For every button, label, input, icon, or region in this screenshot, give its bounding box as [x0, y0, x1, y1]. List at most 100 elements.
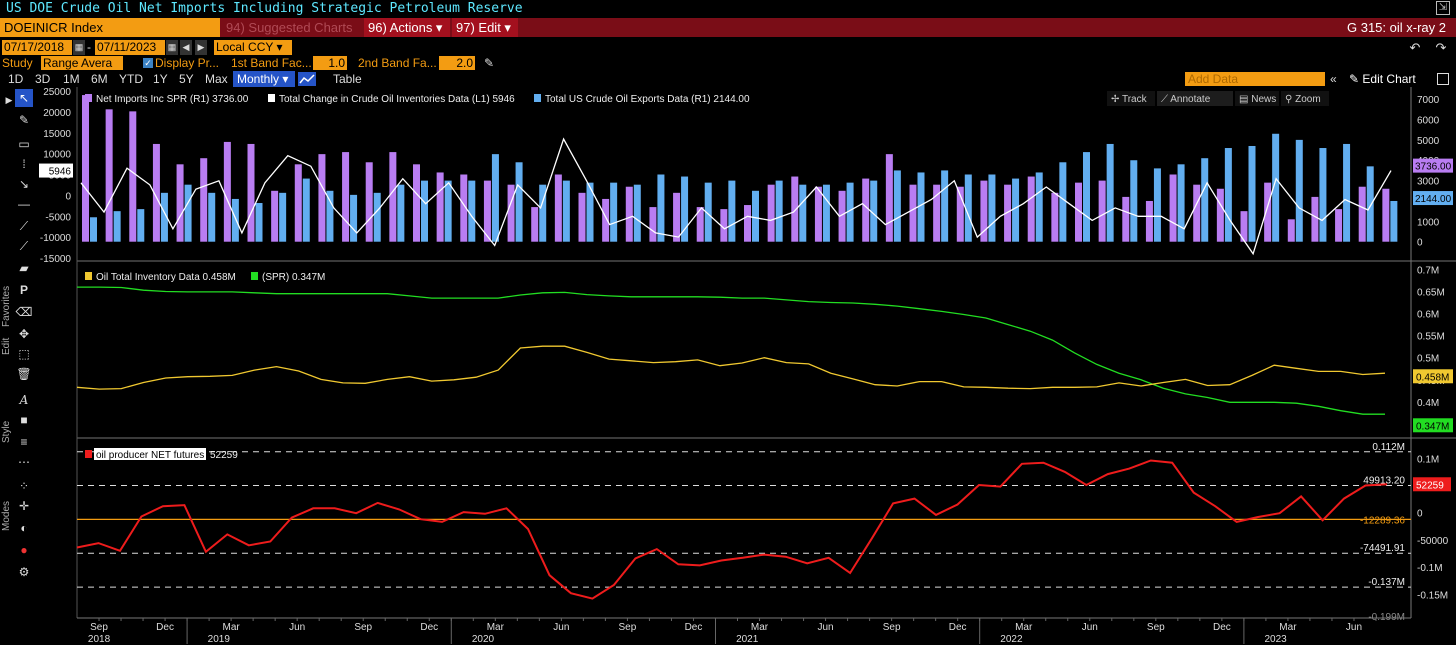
band-label: 0.112M [1372, 442, 1405, 453]
select-tool-icon[interactable]: ⬚ [18, 347, 30, 361]
study-type-select[interactable]: Range Avera [41, 56, 123, 70]
line-chart-icon[interactable] [298, 72, 316, 86]
currency-select[interactable]: Local CCY ▾ [214, 40, 292, 55]
net-imports-bar [176, 164, 184, 242]
settings-gear-icon[interactable]: ⚙ [18, 565, 30, 579]
prev-period-icon[interactable]: ◀ [180, 40, 192, 55]
ticker-field[interactable]: DOEINICR Index [0, 18, 220, 37]
range-ytd[interactable]: YTD [119, 72, 143, 86]
end-date-input[interactable]: 07/11/2023 [95, 40, 165, 55]
start-date-input[interactable]: 07/17/2018 [2, 40, 72, 55]
collapse-toolbar-icon[interactable]: ▶ [5, 95, 13, 105]
actions-menu[interactable]: 96) Actions ▾ [364, 18, 450, 37]
color-mode-icon[interactable]: ● [20, 543, 28, 557]
exports-bar [1177, 164, 1185, 242]
exports-bar [1390, 200, 1398, 242]
study-row: Study Range Avera ✓ Display Pr... 1st Ba… [0, 56, 1456, 71]
chart-area[interactable]: 2500020000150001000050000-5000-10000-150… [37, 87, 1456, 645]
horizontal-line-icon[interactable]: — [18, 197, 30, 211]
exports-bar [1343, 143, 1351, 242]
exports-bar [704, 182, 712, 242]
range-3d[interactable]: 3D [35, 72, 51, 86]
net-imports-bar [720, 209, 728, 242]
window-options-icon[interactable]: ⇲ [1436, 1, 1450, 15]
eraser-icon[interactable]: ⌫ [15, 305, 33, 319]
right-value-marker [1413, 477, 1451, 492]
line-style-icon[interactable]: ⋯ [18, 455, 30, 469]
right-tick-label: 0.4M [1417, 398, 1439, 409]
magnet-mode-icon[interactable]: ◐ [20, 521, 28, 535]
net-imports-bar [578, 192, 586, 242]
range-1y[interactable]: 1Y [153, 72, 168, 86]
band2-input[interactable]: 2.0 [439, 56, 475, 70]
drawing-toolbar: ▶ ↖ ✎ ▭ ⁞ ↘ — ⟋ ⟋ ▰ P Favorites ⌫ ✥ ⬚ 🗑 … [0, 87, 37, 645]
pencil-tool-icon[interactable]: ✎ [18, 113, 30, 127]
left-tick-label: -10000 [40, 233, 72, 244]
trend-line-icon[interactable]: ⟋ [19, 219, 29, 233]
start-calendar-icon[interactable]: ▦ [73, 40, 85, 55]
right-value-marker [1413, 158, 1453, 173]
edit-chart-button[interactable]: ✎ Edit Chart [1349, 71, 1416, 87]
ray-line-icon[interactable]: ⟋ [19, 239, 29, 253]
frequency-select[interactable]: Monthly ▾ [233, 71, 295, 87]
right-value-marker-text: 2144.00 [1415, 194, 1452, 205]
exports-bar [1295, 139, 1303, 242]
text-tool-icon[interactable]: A [19, 393, 29, 407]
exports-bar [941, 170, 949, 242]
collapse-icon[interactable]: « [1330, 72, 1337, 86]
net-imports-bar [152, 143, 160, 242]
redo-icon[interactable]: ↷ [1435, 40, 1447, 55]
cursor-tool-icon[interactable]: ↖ [15, 89, 33, 107]
exports-bar [681, 176, 689, 242]
right-tick-label: 0.7M [1417, 265, 1439, 276]
display-checkbox[interactable]: ✓ [143, 58, 153, 68]
channel-tool-icon[interactable]: ▰ [19, 261, 29, 275]
move-tool-icon[interactable]: ✥ [18, 327, 30, 341]
range-5y[interactable]: 5Y [179, 72, 194, 86]
dotted-mode-icon[interactable]: ⁘ [18, 479, 30, 493]
frequency-value: Monthly [237, 72, 280, 86]
date-tick-label: Jun [818, 622, 834, 633]
range-1d[interactable]: 1D [8, 72, 24, 86]
range-6m[interactable]: 6M [91, 72, 108, 86]
exports-bar [893, 170, 901, 242]
end-calendar-icon[interactable]: ▦ [166, 40, 178, 55]
chart-tool-button [1281, 91, 1329, 106]
net-imports-bar [1382, 188, 1390, 242]
trash-icon[interactable]: 🗑 [16, 367, 32, 381]
net-imports-bar [1193, 184, 1201, 242]
net-imports-bar [105, 109, 113, 242]
next-period-icon[interactable]: ▶ [195, 40, 207, 55]
undo-icon[interactable]: ↶ [1409, 40, 1421, 55]
arrow-tool-icon[interactable]: ↘ [18, 177, 30, 191]
band1-input[interactable]: 1.0 [313, 56, 347, 70]
net-imports-bar [602, 198, 610, 242]
net-imports-bar [838, 190, 846, 242]
fill-color-icon[interactable]: ■ [20, 413, 28, 427]
price-tool-icon[interactable]: P [19, 283, 28, 297]
chart-tool-label: ▤ News [1239, 94, 1276, 105]
line-weight-icon[interactable]: ≡ [20, 435, 28, 449]
range-1m[interactable]: 1M [63, 72, 80, 86]
legend-label: Net Imports Inc SPR (R1) 3736.00 [96, 94, 249, 105]
left-tick-label: -5000 [45, 212, 71, 223]
range-max[interactable]: Max [205, 72, 228, 86]
right-tick-label: 0 [1417, 238, 1423, 249]
pencil-icon[interactable]: ✎ [484, 56, 495, 70]
net-imports-bar [625, 186, 633, 242]
legend-swatch [251, 272, 258, 280]
maximize-icon[interactable] [1437, 73, 1449, 85]
rectangle-tool-icon[interactable]: ▭ [18, 137, 30, 151]
exports-bar [539, 184, 547, 242]
exports-bar [562, 180, 570, 242]
crosshair-mode-icon[interactable]: ✛ [18, 499, 30, 513]
fibonacci-tool-icon[interactable]: ⁞ [22, 157, 26, 171]
add-data-input[interactable]: Add Data [1185, 72, 1325, 86]
exports-bar [444, 180, 452, 242]
table-button[interactable]: Table [333, 72, 362, 86]
right-tick-label: 3000 [1417, 177, 1440, 188]
edit-menu[interactable]: 97) Edit ▾ [452, 18, 518, 37]
suggested-charts-button[interactable]: 94) Suggested Charts [226, 20, 353, 35]
exports-bar [208, 192, 216, 242]
date-tick-label: Mar [223, 622, 241, 633]
